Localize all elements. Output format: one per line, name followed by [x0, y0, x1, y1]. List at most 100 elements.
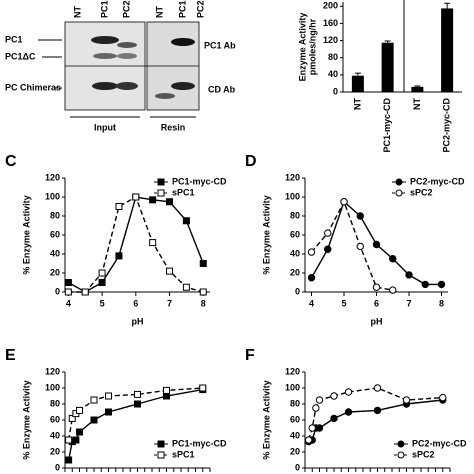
legend-marker — [157, 178, 165, 186]
panel-label: C — [5, 153, 17, 170]
marker — [439, 393, 447, 402]
marker — [134, 390, 141, 398]
series-line — [308, 399, 443, 443]
marker — [115, 252, 123, 260]
legend-label: sPC2 — [410, 187, 433, 197]
marker — [405, 271, 413, 279]
y-tick-label: 120 — [285, 172, 300, 182]
marker — [330, 392, 338, 400]
legend-label: PC2-myc-CD — [410, 176, 465, 186]
marker — [76, 428, 83, 436]
y-tick-label: 40 — [50, 248, 60, 258]
lane-label: NT — [154, 6, 164, 18]
marker — [402, 396, 411, 404]
marker — [76, 406, 83, 414]
y-tick-label: 40 — [290, 430, 300, 440]
marker — [312, 404, 320, 412]
marker — [344, 408, 353, 416]
marker — [64, 288, 72, 296]
x-tick-label: 4 — [309, 298, 314, 308]
panel-label: F — [245, 347, 255, 364]
x-tick-label: 6 — [133, 298, 138, 308]
band — [117, 42, 137, 48]
marker — [307, 274, 316, 282]
marker — [163, 386, 170, 394]
x-tick-label: NT — [352, 98, 362, 110]
marker — [373, 384, 382, 392]
marker — [199, 260, 207, 267]
marker — [65, 456, 73, 464]
marker — [315, 424, 324, 432]
x-tick-label: 7 — [167, 298, 172, 308]
x-tick-label: 7 — [406, 298, 411, 308]
y-axis-label: pmoles/ng/hr — [307, 18, 317, 75]
x-tick-label: 4 — [66, 298, 71, 308]
marker — [199, 384, 207, 392]
y-tick-label: 20 — [50, 267, 60, 277]
marker — [324, 229, 332, 237]
lane-label: PC2-m — [195, 0, 205, 18]
legend-label: sPC1 — [172, 449, 195, 459]
section-label: Input — [94, 122, 116, 132]
marker — [437, 280, 446, 289]
marker — [372, 283, 381, 291]
y-tick-label: 20 — [50, 446, 60, 456]
legend-marker — [397, 451, 405, 459]
band — [117, 53, 137, 59]
y-axis-label: % Enzyme Activity — [21, 195, 31, 274]
marker — [68, 414, 76, 422]
y-tick-label: 60 — [50, 229, 60, 239]
series-line — [310, 200, 393, 291]
marker — [421, 280, 429, 289]
y-tick-label: 100 — [45, 382, 60, 392]
y-tick-label: 80 — [290, 398, 300, 408]
y-tick-label: 120 — [323, 35, 338, 45]
marker — [356, 242, 364, 251]
y-tick-label: 100 — [45, 191, 60, 201]
x-tick-label: 5 — [100, 298, 105, 308]
y-tick-label: 80 — [328, 52, 338, 62]
marker — [308, 424, 316, 432]
series-line — [68, 195, 204, 293]
marker — [199, 288, 207, 296]
marker — [105, 392, 112, 400]
marker — [132, 193, 140, 201]
marker — [166, 198, 174, 206]
legend-marker — [395, 189, 403, 197]
y-tick-label: 100 — [285, 382, 300, 392]
y-tick-label: 0 — [55, 462, 60, 472]
y-tick-label: 0 — [55, 286, 60, 296]
y-tick-label: 0 — [295, 462, 300, 472]
marker — [105, 408, 112, 416]
series-line — [68, 196, 204, 293]
y-tick-label: 80 — [50, 398, 60, 408]
antibody-label: CD Ab — [208, 84, 236, 94]
legend-marker — [395, 178, 403, 186]
marker — [98, 279, 106, 286]
legend-label: PC1-myc-CD — [172, 438, 227, 448]
band — [92, 82, 118, 90]
y-tick-label: 80 — [50, 210, 60, 220]
bar — [441, 8, 454, 92]
band — [91, 36, 119, 44]
marker — [389, 255, 397, 263]
section-label: Resin — [161, 122, 186, 132]
x-tick-label: 6 — [374, 298, 379, 308]
x-tick-label: 8 — [201, 298, 206, 308]
band — [171, 82, 195, 90]
series-line — [307, 387, 443, 441]
legend-label: sPC2 — [412, 449, 435, 459]
y-tick-label: 0 — [295, 286, 300, 296]
marker — [182, 217, 190, 225]
legend-label: PC2-myc-CD — [412, 438, 467, 448]
marker — [304, 436, 313, 444]
marker — [315, 396, 324, 404]
marker — [307, 248, 316, 256]
x-tick-label: PC2-myc-CD — [442, 98, 452, 153]
band-label: PC1ΔC — [5, 51, 36, 61]
legend-label: sPC1 — [172, 187, 195, 197]
y-tick-label: 120 — [285, 366, 300, 376]
marker — [340, 198, 348, 206]
bar — [351, 75, 364, 92]
